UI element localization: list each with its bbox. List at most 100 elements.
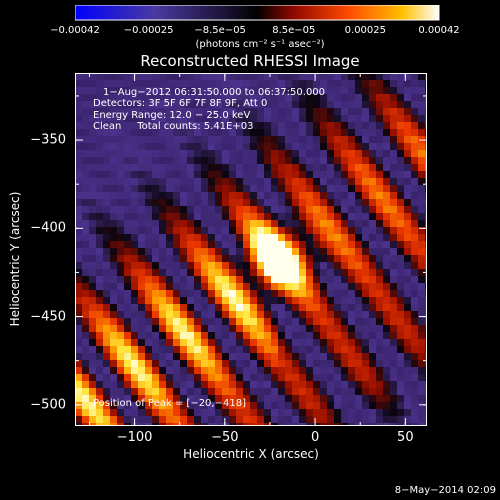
heatmap-cell bbox=[313, 311, 321, 319]
heatmap-cell bbox=[271, 94, 279, 102]
heatmap-cell bbox=[264, 388, 272, 396]
heatmap-cell bbox=[208, 192, 216, 200]
heatmap-cell bbox=[243, 122, 251, 130]
heatmap-cell bbox=[124, 129, 132, 137]
heatmap-cell bbox=[257, 283, 265, 291]
heatmap-cell bbox=[320, 206, 328, 214]
heatmap-cell bbox=[89, 409, 97, 417]
heatmap-cell bbox=[369, 143, 377, 151]
heatmap-cell bbox=[369, 290, 377, 298]
heatmap-cell bbox=[243, 87, 251, 95]
heatmap-cell bbox=[117, 395, 125, 403]
heatmap-cell bbox=[320, 80, 328, 88]
heatmap-cell bbox=[103, 388, 111, 396]
heatmap-cell bbox=[285, 248, 293, 256]
heatmap-cell bbox=[355, 346, 363, 354]
heatmap-cell bbox=[194, 381, 202, 389]
heatmap-cell bbox=[390, 276, 398, 284]
heatmap-cell bbox=[369, 248, 377, 256]
heatmap-cell bbox=[257, 185, 265, 193]
heatmap-cell bbox=[334, 206, 342, 214]
heatmap-cell bbox=[264, 178, 272, 186]
heatmap-cell bbox=[187, 73, 195, 81]
heatmap-cell bbox=[138, 150, 146, 158]
heatmap-cell bbox=[187, 423, 195, 426]
heatmap-cell bbox=[194, 360, 202, 368]
heatmap-cell bbox=[110, 164, 118, 172]
heatmap-cell bbox=[222, 276, 230, 284]
heatmap-cell bbox=[89, 157, 97, 165]
heatmap-cell bbox=[390, 283, 398, 291]
heatmap-cell bbox=[285, 395, 293, 403]
heatmap-cell bbox=[355, 73, 363, 81]
heatmap-cell bbox=[376, 87, 384, 95]
heatmap-cell bbox=[222, 206, 230, 214]
heatmap-cell bbox=[187, 87, 195, 95]
heatmap-cell bbox=[327, 318, 335, 326]
heatmap-cell bbox=[82, 150, 90, 158]
heatmap-cell bbox=[355, 199, 363, 207]
heatmap-cell bbox=[320, 255, 328, 263]
heatmap-cell bbox=[411, 115, 419, 123]
heatmap-cell bbox=[187, 283, 195, 291]
heatmap-cell bbox=[82, 318, 90, 326]
heatmap-cell bbox=[299, 73, 307, 81]
heatmap-cell bbox=[236, 409, 244, 417]
heatmap-cell bbox=[341, 136, 349, 144]
heatmap-cell bbox=[180, 185, 188, 193]
heatmap-cell bbox=[131, 388, 139, 396]
heatmap-cell bbox=[173, 290, 181, 298]
heatmap-cell bbox=[152, 318, 160, 326]
heatmap-cell bbox=[96, 164, 104, 172]
heatmap-cell bbox=[362, 283, 370, 291]
heatmap-cell bbox=[82, 80, 90, 88]
heatmap-cell bbox=[334, 353, 342, 361]
heatmap-cell bbox=[376, 122, 384, 130]
heatmap-cell bbox=[362, 136, 370, 144]
heatmap-cell bbox=[89, 115, 97, 123]
heatmap-cell bbox=[257, 402, 265, 410]
heatmap-cell bbox=[222, 192, 230, 200]
heatmap-cell bbox=[117, 164, 125, 172]
heatmap-cell bbox=[390, 234, 398, 242]
heatmap-cell bbox=[194, 178, 202, 186]
heatmap-cell bbox=[117, 129, 125, 137]
heatmap-cell bbox=[257, 339, 265, 347]
heatmap-cell bbox=[201, 206, 209, 214]
heatmap-cell bbox=[355, 395, 363, 403]
heatmap-cell bbox=[187, 409, 195, 417]
heatmap-cell bbox=[194, 402, 202, 410]
heatmap-cell bbox=[362, 402, 370, 410]
heatmap-cell bbox=[201, 115, 209, 123]
heatmap-cell bbox=[187, 402, 195, 410]
heatmap-cell bbox=[278, 115, 286, 123]
heatmap-cell bbox=[327, 80, 335, 88]
heatmap-cell bbox=[89, 311, 97, 319]
heatmap-cell bbox=[327, 423, 335, 426]
heatmap-cell bbox=[257, 80, 265, 88]
heatmap-cell bbox=[152, 409, 160, 417]
heatmap-cell bbox=[152, 164, 160, 172]
heatmap-cell bbox=[152, 325, 160, 333]
heatmap-cell bbox=[166, 101, 174, 109]
heatmap-cell bbox=[138, 80, 146, 88]
heatmap-cell bbox=[187, 164, 195, 172]
heatmap-cell bbox=[320, 164, 328, 172]
heatmap-cell bbox=[96, 409, 104, 417]
heatmap-cell bbox=[89, 339, 97, 347]
heatmap-cell bbox=[124, 94, 132, 102]
heatmap-cell bbox=[222, 304, 230, 312]
heatmap-cell bbox=[404, 199, 412, 207]
heatmap-cell bbox=[313, 262, 321, 270]
heatmap-cell bbox=[82, 374, 90, 382]
heatmap-cell bbox=[292, 402, 300, 410]
heatmap-cell bbox=[418, 143, 426, 151]
heatmap-cell bbox=[222, 388, 230, 396]
heatmap-cell bbox=[194, 276, 202, 284]
heatmap-cell bbox=[236, 129, 244, 137]
heatmap-cell bbox=[320, 248, 328, 256]
heatmap-cell bbox=[320, 150, 328, 158]
heatmap-cell bbox=[180, 87, 188, 95]
heatmap-cell bbox=[124, 346, 132, 354]
heatmap-cell bbox=[299, 395, 307, 403]
